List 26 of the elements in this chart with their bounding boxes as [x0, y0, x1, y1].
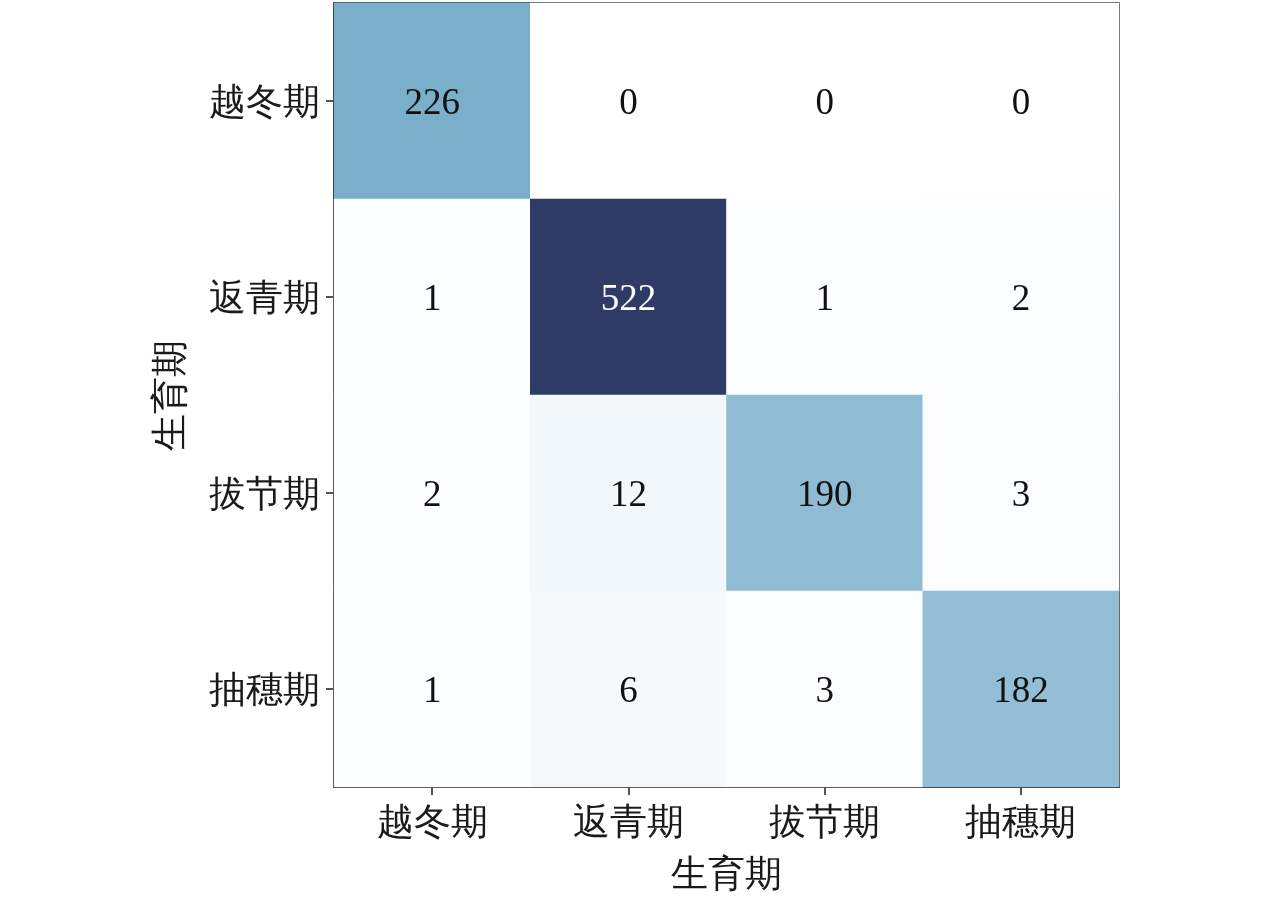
data-label: 1 — [422, 668, 442, 710]
x-tick-label: 越冬期 — [376, 801, 488, 842]
data-label: 0 — [619, 80, 638, 122]
data-label: 522 — [600, 276, 657, 318]
y-axis-title: 生育期 — [149, 339, 190, 451]
data-label: 182 — [993, 668, 1049, 710]
y-tick-label: 拔节期 — [209, 472, 320, 514]
data-label: 3 — [815, 668, 834, 710]
data-label: 1 — [815, 276, 834, 318]
data-label: 2 — [422, 472, 442, 514]
data-label: 2 — [1011, 276, 1031, 318]
data-label: 226 — [404, 80, 460, 122]
x-axis-title: 生育期 — [671, 853, 782, 894]
data-label: 0 — [1011, 80, 1031, 122]
x-tick-label: 抽穗期 — [965, 801, 1077, 842]
y-tick-label: 返青期 — [209, 276, 320, 318]
data-label: 1 — [422, 276, 442, 318]
data-label: 0 — [815, 80, 834, 122]
data-label: 190 — [796, 472, 853, 514]
data-label: 3 — [1011, 472, 1031, 514]
y-tick-label: 抽穗期 — [209, 668, 320, 710]
data-label: 12 — [609, 472, 647, 514]
x-tick-label: 返青期 — [572, 801, 684, 842]
x-tick-label: 拔节期 — [769, 801, 881, 842]
data-label: 6 — [619, 668, 638, 710]
y-tick-label: 越冬期 — [209, 80, 320, 122]
